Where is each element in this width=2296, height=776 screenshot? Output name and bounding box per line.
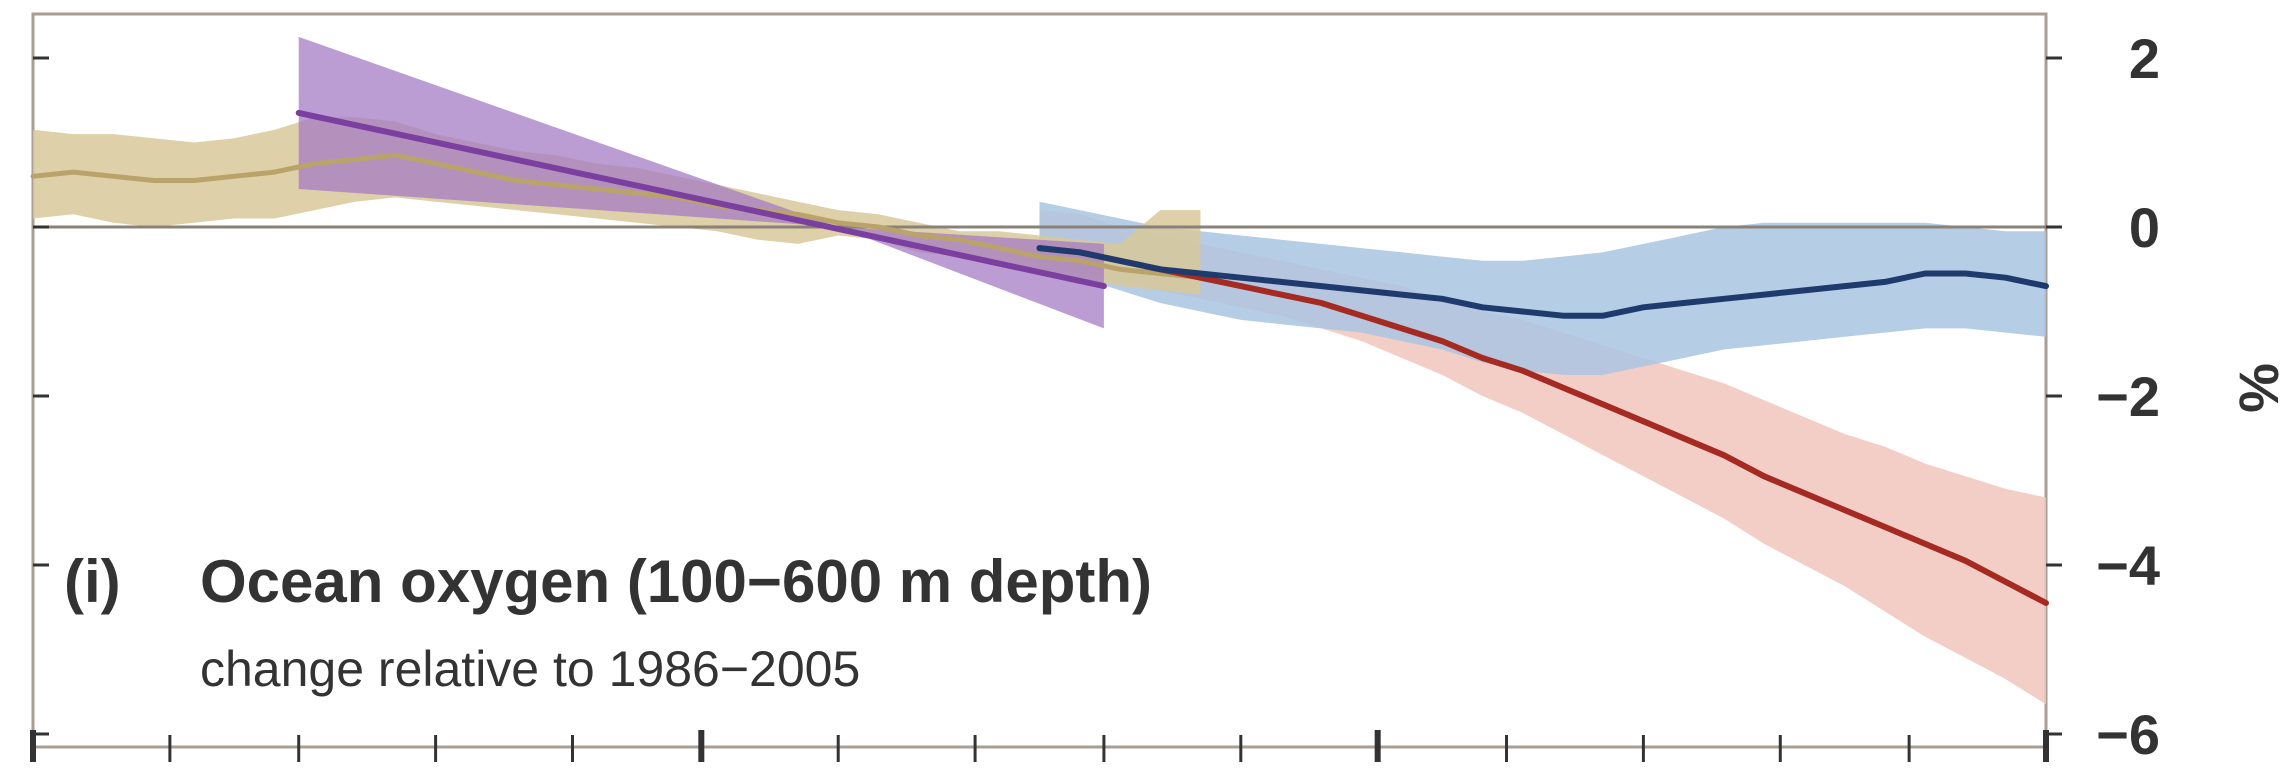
x-axis-ticks <box>30 730 2049 762</box>
chart-subtitle: change relative to 1986−2005 <box>200 641 860 697</box>
y-tick-label: −6 <box>2096 703 2160 766</box>
series-lines <box>30 109 2049 606</box>
historical-line <box>30 152 1203 281</box>
y-tick-label: −4 <box>2096 534 2160 597</box>
y-tick-label: 2 <box>2129 27 2160 90</box>
low-scenario-band <box>1039 201 2046 375</box>
panel-label: (i) <box>64 548 121 615</box>
plot-frame <box>31 12 2048 749</box>
right-y-ticks: 2 0 −2 −4 −6 <box>2046 27 2160 766</box>
low-scenario-line <box>1036 245 2049 319</box>
y-tick-label: −2 <box>2096 365 2160 428</box>
observed-trend-band <box>298 36 1104 329</box>
observed-trend-line <box>295 109 1107 290</box>
y-tick-label: 0 <box>2129 196 2160 259</box>
chart-title: Ocean oxygen (100−600 m depth) <box>200 548 1152 615</box>
high-scenario-line <box>1036 245 2049 606</box>
y-axis-unit-label: % <box>2227 363 2290 413</box>
